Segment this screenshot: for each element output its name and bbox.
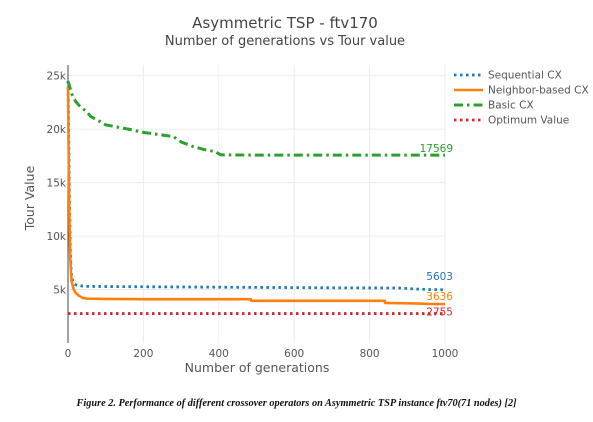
y-tick-label: 15k xyxy=(47,178,67,190)
y-tick-label: 20k xyxy=(47,124,67,136)
figure-caption: Figure 2. Performance of different cross… xyxy=(76,398,517,409)
y-tick-labels: 5k 10k 15k 20k 25k xyxy=(47,71,67,297)
x-tick-label: 0 xyxy=(65,348,72,360)
end-value-label-1: 5603 xyxy=(426,271,453,283)
x-tick-label: 200 xyxy=(133,348,153,360)
y-tick-label: 25k xyxy=(47,71,67,83)
chart-title: Asymmetric TSP - ftv170 xyxy=(192,14,378,32)
legend-label-3: Optimum Value xyxy=(488,115,569,127)
x-tick-labels: 0 200 400 600 800 1000 xyxy=(65,348,459,360)
series-line-1 xyxy=(66,86,446,306)
chart: Asymmetric TSP - ftv170 Number of genera… xyxy=(22,14,589,375)
x-axis-label: Number of generations xyxy=(185,360,330,375)
series-layer xyxy=(66,80,446,315)
series-line-2 xyxy=(66,80,445,157)
legend-label-0: Sequential CX xyxy=(488,70,562,82)
y-axis-label: Tour Value xyxy=(22,165,37,231)
end-value-labels: 17569 5603 3636 2755 xyxy=(420,143,454,318)
end-value-label-2: 3636 xyxy=(426,291,453,303)
legend-label-1: Neighbor-based CX xyxy=(488,85,589,97)
x-tick-label: 1000 xyxy=(432,348,459,360)
y-tick-label: 10k xyxy=(47,231,67,243)
chart-subtitle: Number of generations vs Tour value xyxy=(165,34,405,49)
y-tick-label: 5k xyxy=(53,285,67,297)
legend: Sequential CX Neighbor-based CX Basic CX Op… xyxy=(454,70,589,127)
x-tick-label: 400 xyxy=(209,348,229,360)
end-value-label-3: 2755 xyxy=(426,307,453,319)
x-tick-label: 600 xyxy=(284,348,304,360)
end-value-label-0: 17569 xyxy=(420,143,453,155)
legend-label-2: Basic CX xyxy=(488,100,534,112)
series-line-0 xyxy=(66,81,446,292)
x-tick-label: 800 xyxy=(360,348,380,360)
